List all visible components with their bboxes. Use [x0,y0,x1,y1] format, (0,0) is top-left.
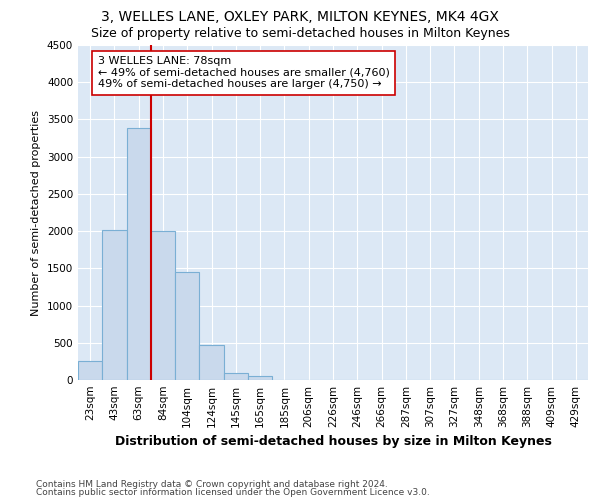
Bar [199,345,224,380]
Bar [78,362,102,380]
Bar [127,128,151,380]
Text: 3 WELLES LANE: 78sqm
← 49% of semi-detached houses are smaller (4,760)
49% of se: 3 WELLES LANE: 78sqm ← 49% of semi-detac… [98,56,390,90]
X-axis label: Distribution of semi-detached houses by size in Milton Keynes: Distribution of semi-detached houses by … [115,436,551,448]
Y-axis label: Number of semi-detached properties: Number of semi-detached properties [31,110,41,316]
Text: Size of property relative to semi-detached houses in Milton Keynes: Size of property relative to semi-detach… [91,28,509,40]
Bar [102,230,127,380]
Text: Contains HM Land Registry data © Crown copyright and database right 2024.: Contains HM Land Registry data © Crown c… [36,480,388,489]
Bar [248,376,272,380]
Bar [151,231,175,380]
Text: 3, WELLES LANE, OXLEY PARK, MILTON KEYNES, MK4 4GX: 3, WELLES LANE, OXLEY PARK, MILTON KEYNE… [101,10,499,24]
Bar [224,372,248,380]
Text: Contains public sector information licensed under the Open Government Licence v3: Contains public sector information licen… [36,488,430,497]
Bar [175,272,199,380]
